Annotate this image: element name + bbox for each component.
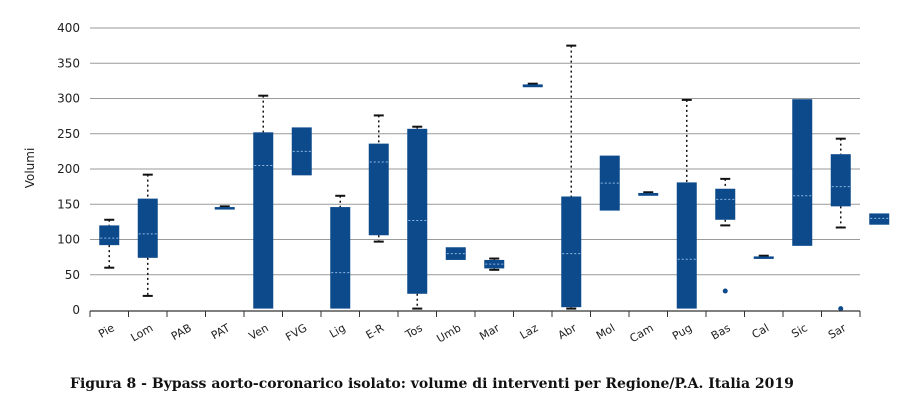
x-axis: Pie Lom PAB PAT Ven FVG Lig E-R Tos Umb Mar Laz Abr M… — [89, 310, 861, 345]
box-Laz — [522, 82, 543, 88]
figure-caption: Figura 8 - Bypass aorto-coronarico isola… — [70, 376, 794, 392]
x-tick-label: Pug — [670, 321, 694, 342]
grid-lines — [90, 27, 860, 276]
x-tick-label: Sic — [789, 321, 809, 340]
box-Abr — [561, 44, 582, 310]
y-tick-label: 400 — [57, 21, 80, 35]
x-tick-label: PAB — [169, 321, 194, 343]
box-Cam — [638, 191, 659, 196]
x-tick-label: Cal — [750, 321, 772, 341]
y-tick-label: 150 — [57, 197, 80, 211]
x-tick-label: Mar — [477, 321, 502, 343]
outlier-point — [838, 306, 844, 312]
box-Sar — [830, 137, 851, 312]
box-Umb — [445, 247, 466, 260]
box-iqr — [869, 213, 890, 225]
y-tick-label: 350 — [57, 56, 80, 70]
x-tick-label: Lom — [128, 321, 155, 344]
box-iqr — [676, 182, 697, 309]
box-FVG — [291, 127, 312, 176]
x-tick-label: Abr — [556, 321, 579, 342]
box-undefined — [869, 213, 890, 225]
y-tick-label: 200 — [57, 162, 80, 176]
box-iqr — [137, 198, 158, 258]
box-Pie — [99, 218, 120, 269]
x-tick-label: PAT — [209, 321, 232, 342]
y-axis-ticks: 0 50 100 150 200 250 300 350 400 — [57, 21, 80, 317]
y-axis-label: Volumi — [23, 148, 37, 189]
box-Mar — [484, 257, 505, 271]
x-tick-label: Lig — [327, 321, 348, 340]
x-tick-label: Ven — [247, 321, 271, 342]
box-Bas — [715, 177, 736, 294]
box-Tos — [407, 125, 428, 310]
box-iqr — [753, 256, 774, 259]
x-tick-label: Umb — [434, 321, 463, 345]
outlier-point — [722, 288, 728, 294]
x-tick-label: FVG — [283, 321, 309, 343]
x-tick-label: Sar — [826, 321, 849, 342]
y-tick-label: 250 — [57, 127, 80, 141]
x-tick-label: Laz — [518, 321, 541, 342]
box-iqr — [522, 84, 543, 88]
box-Sic — [792, 99, 813, 246]
box-iqr — [715, 188, 736, 220]
box-Lom — [137, 173, 158, 297]
box-PAT — [214, 205, 235, 210]
box-iqr — [407, 128, 428, 294]
x-tick-label: E-R — [364, 321, 387, 342]
x-tick-label: Mol — [594, 321, 617, 342]
box-iqr — [792, 99, 813, 246]
box-Lig — [330, 194, 351, 309]
box-Cal — [753, 254, 774, 259]
x-tick-label: Bas — [709, 321, 733, 342]
box-Mol — [599, 155, 620, 211]
y-tick-label: 100 — [57, 233, 80, 247]
box-iqr — [214, 207, 235, 210]
box-Ven — [253, 94, 274, 309]
x-tick-label: Tos — [402, 321, 425, 342]
y-tick-label: 300 — [57, 92, 80, 106]
boxes — [99, 44, 890, 312]
box-iqr — [99, 225, 120, 246]
y-tick-label: 50 — [65, 268, 80, 282]
box-iqr — [830, 154, 851, 207]
x-tick-label: Pie — [96, 321, 117, 340]
box-iqr — [253, 132, 274, 309]
box-Pug — [676, 98, 697, 309]
box-E-R — [368, 114, 389, 243]
box-iqr — [638, 192, 659, 196]
box-iqr — [330, 207, 351, 309]
box-iqr — [561, 196, 582, 308]
box-iqr — [368, 143, 389, 236]
x-tick-label: Cam — [627, 321, 655, 345]
y-tick-label: 0 — [72, 303, 80, 317]
